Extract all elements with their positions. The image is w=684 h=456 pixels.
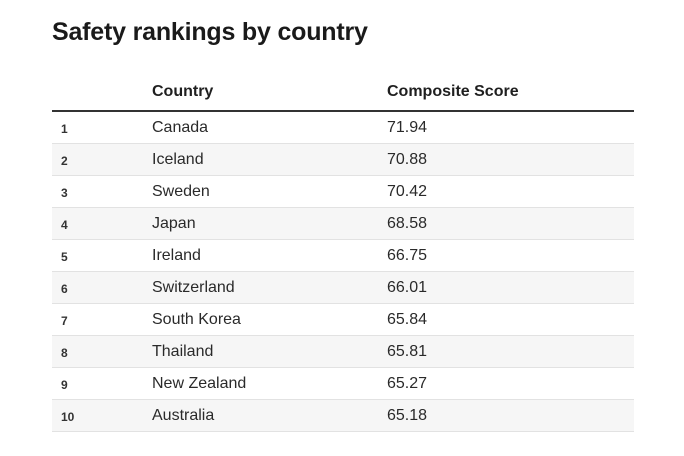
country-cell: Australia [152,407,215,424]
header-composite-score: Composite Score [387,83,519,100]
table-row: 5 Ireland 66.75 [52,240,634,272]
country-cell: Iceland [152,151,204,168]
table-row: 7 South Korea 65.84 [52,304,634,336]
score-cell: 65.18 [387,407,428,424]
table-row: 4 Japan 68.58 [52,208,634,240]
rank-cell: 7 [61,314,68,328]
header-country: Country [152,83,214,100]
country-cell: New Zealand [152,375,247,392]
score-cell: 65.84 [387,311,428,328]
chart-title: Safety rankings by country [52,18,368,46]
rank-cell: 2 [61,154,68,168]
score-cell: 68.58 [387,215,428,232]
table-header: Country Composite Score [52,76,634,112]
rank-cell: 1 [61,122,68,136]
country-cell: Sweden [152,183,210,200]
score-cell: 70.88 [387,151,428,168]
rank-cell: 10 [61,410,75,424]
score-cell: 66.75 [387,247,428,264]
table-row: 1 Canada 71.94 [52,112,634,144]
ranking-table: Country Composite Score 1 Canada 71.94 2 Ice… [52,76,634,432]
rank-cell: 4 [61,218,68,232]
country-cell: South Korea [152,311,241,328]
score-cell: 66.01 [387,279,428,296]
table-body: 1 Canada 71.94 2 Iceland 70.88 3 Sweden 70.42 4 Ja… [52,112,634,432]
country-cell: Switzerland [152,279,235,296]
rank-cell: 8 [61,346,68,360]
country-cell: Ireland [152,247,201,264]
table-row: 2 Iceland 70.88 [52,144,634,176]
rank-cell: 3 [61,186,68,200]
score-cell: 71.94 [387,119,428,136]
table-row: 6 Switzerland 66.01 [52,272,634,304]
table-row: 3 Sweden 70.42 [52,176,634,208]
rank-cell: 5 [61,250,68,264]
score-cell: 70.42 [387,183,428,200]
country-cell: Japan [152,215,196,232]
table-row: 9 New Zealand 65.27 [52,368,634,400]
score-cell: 65.27 [387,375,428,392]
score-cell: 65.81 [387,343,428,360]
country-cell: Canada [152,119,209,136]
rank-cell: 9 [61,378,68,392]
country-cell: Thailand [152,343,214,360]
table-row: 8 Thailand 65.81 [52,336,634,368]
rank-cell: 6 [61,282,68,296]
table-row: 10 Australia 65.18 [52,400,634,432]
